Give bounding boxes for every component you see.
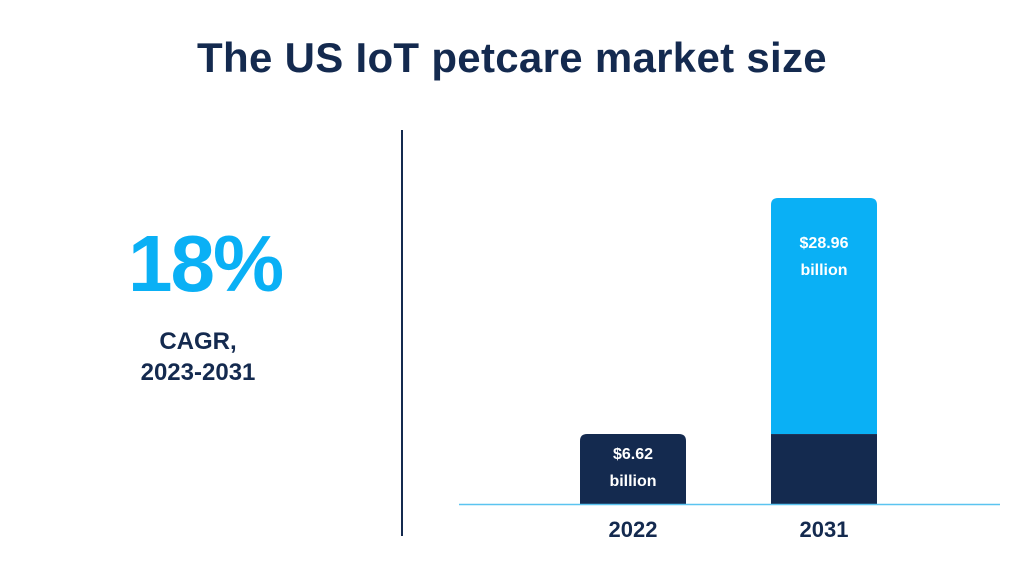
data-label-2031-unit: billion [800, 262, 847, 279]
bar-2022-segment-1 [580, 434, 686, 504]
data-label-2031-value: $28.96 [800, 235, 849, 252]
vertical-divider [401, 130, 403, 536]
chart-title: The US IoT petcare market size [197, 34, 827, 81]
x-tick-label-2031: 2031 [800, 517, 849, 542]
data-label-2022-value: $6.62 [613, 446, 653, 463]
cagr-label: CAGR, 2023-2031 [108, 326, 288, 388]
bar-2031-segment-2 [771, 198, 877, 435]
bar-2031-segment-1 [771, 434, 877, 504]
data-label-2022-unit: billion [609, 473, 656, 490]
x-tick-label-2022: 2022 [609, 517, 658, 542]
cagr-value: 18% [128, 219, 284, 308]
cagr-label-line1: CAGR, [159, 328, 237, 355]
cagr-label-line2: 2023-2031 [140, 359, 256, 387]
